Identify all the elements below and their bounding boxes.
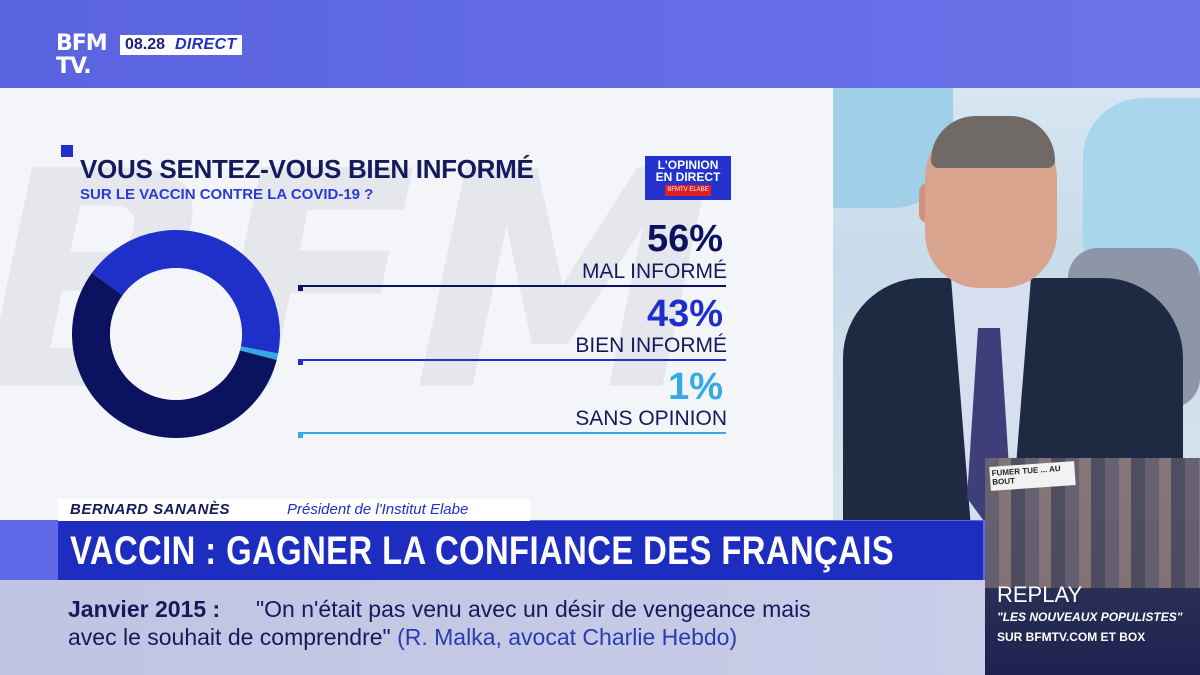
donut-chart <box>72 230 280 438</box>
replay-promo: FUMER TUE ... AU BOUT REPLAY "LES NOUVEA… <box>985 458 1200 675</box>
rule-bien-informe <box>298 359 726 361</box>
value-bien-informe: 43% <box>646 293 723 335</box>
donut-slice-sans-opinion <box>239 346 279 360</box>
rule-sans-opinion <box>298 432 726 434</box>
badge-line2: EN DIRECT <box>655 170 721 184</box>
tick-sans-opinion <box>298 432 303 438</box>
ticker-quote-line2: avec le souhait de comprendre" (R. Malka… <box>68 624 737 651</box>
tick-mal-informe <box>298 285 303 291</box>
value-sans-opinion: 1% <box>668 366 723 408</box>
guest-role: Président de l'Institut Elabe <box>287 501 469 518</box>
rule-mal-informe <box>298 285 726 287</box>
headline-text: VACCIN : GAGNER LA CONFIANCE DES FRANÇAI… <box>70 529 895 573</box>
label-sans-opinion: SANS OPINION <box>575 407 727 430</box>
live-label: DIRECT <box>175 36 237 53</box>
donut-hole <box>110 268 242 400</box>
channel-logo: BFM TV. <box>56 31 108 79</box>
headline-bar: VACCIN : GAGNER LA CONFIANCE DES FRANÇAI… <box>58 521 983 580</box>
guest-hair <box>931 116 1055 168</box>
replay-program: "LES NOUVEAUX POPULISTES" <box>997 610 1183 624</box>
live-indicator: 08.28 DIRECT <box>120 35 243 55</box>
guest-video <box>833 88 1200 520</box>
ticker-quote-line1: "On n'était pas venu avec un désir de ve… <box>256 596 811 622</box>
ticker-date: Janvier 2015 : <box>68 596 221 622</box>
poll-subquestion: SUR LE VACCIN CONTRE LA COVID-19 ? <box>80 186 374 203</box>
donut-slice-mal-informe <box>72 272 277 438</box>
label-mal-informe: MAL INFORMÉ <box>581 260 727 283</box>
clock: 08.28 <box>125 36 166 53</box>
value-mal-informe: 56% <box>646 218 723 260</box>
ticker-quote-end: avec le souhait de comprendre" <box>68 624 391 650</box>
tick-bien-informe <box>298 359 303 365</box>
poll-panel: BFM VOUS SENTEZ-VOUS BIEN INFORMÉ SUR LE… <box>0 88 833 520</box>
poll-question: VOUS SENTEZ-VOUS BIEN INFORMÉ <box>80 154 534 184</box>
label-bien-informe: BIEN INFORMÉ <box>575 334 727 357</box>
replay-title: REPLAY <box>997 582 1083 607</box>
badge-line3: BFMTV ELABE <box>665 185 711 196</box>
opinion-badge: L'OPINION EN DIRECT BFMTV ELABE <box>645 156 731 200</box>
news-ticker: Janvier 2015 : "On n'était pas venu avec… <box>0 580 985 675</box>
ticker-source: (R. Malka, avocat Charlie Hebdo) <box>397 624 738 650</box>
donut-slice-bien-informe <box>91 230 280 354</box>
guest-nameplate: BERNARD SANANÈS Président de l'Institut … <box>58 499 530 521</box>
badge-line1: L'OPINION <box>657 158 719 172</box>
title-marker-icon <box>61 145 73 157</box>
replay-where: SUR BFMTV.COM ET BOX <box>997 630 1146 644</box>
protest-sign-text: FUMER TUE ... AU BOUT <box>991 464 1061 487</box>
guest-name: BERNARD SANANÈS <box>70 501 231 518</box>
